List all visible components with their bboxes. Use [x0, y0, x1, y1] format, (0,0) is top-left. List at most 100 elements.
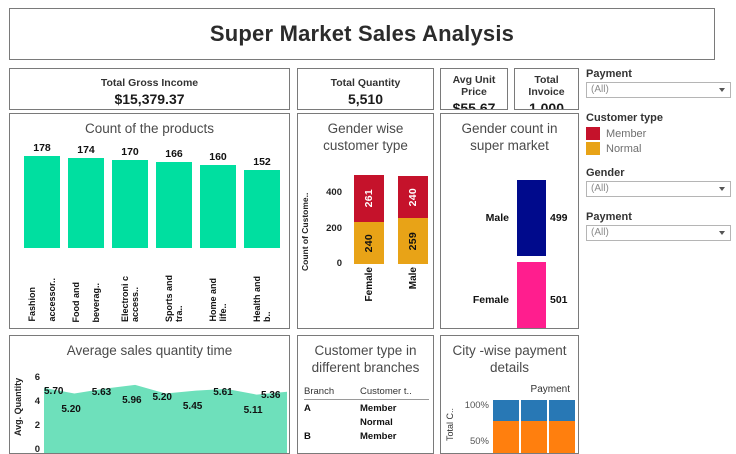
- table-row: A Member: [304, 400, 429, 414]
- area-path: [44, 384, 287, 453]
- category-tick: Fashion accessor..: [22, 248, 62, 322]
- gender-type-plot-area: Count of Custome.. 400 200 0 240 261 Female 25…: [298, 166, 433, 326]
- category-tick: Electroni c access..: [110, 248, 150, 322]
- y-axis-label: Count of Custome..: [300, 192, 310, 272]
- color-swatch-member: [586, 127, 600, 140]
- kpi-label-line2: Price: [461, 86, 487, 98]
- gender-stack-column: 240 261 Female: [354, 172, 384, 301]
- data-point-label: 5.63: [91, 386, 112, 398]
- data-point-label: 5.36: [261, 389, 281, 401]
- page-title: Super Market Sales Analysis: [209, 21, 515, 46]
- product-bar-group: 178 Fashion accessor..: [22, 142, 62, 324]
- chart-title: Customer type in different branches: [311, 343, 420, 375]
- product-bar[interactable]: [244, 170, 280, 248]
- category-label: Fashion accessor..: [27, 278, 57, 322]
- product-bar[interactable]: [156, 162, 192, 248]
- column-header-customer-type: Customer t..: [360, 386, 412, 397]
- product-bar[interactable]: [24, 156, 60, 248]
- chart-city-wise-payment: City -wise payment details Payment Total…: [440, 335, 579, 454]
- color-swatch-normal: [586, 142, 600, 155]
- kpi-label-line1: Avg Unit: [452, 74, 496, 86]
- bar-value-label: 170: [121, 146, 139, 158]
- segment-value-label: 259: [407, 231, 419, 251]
- product-bar[interactable]: [68, 158, 104, 248]
- category-tick: Home and life..: [198, 248, 238, 322]
- y-axis-tick: 0: [336, 258, 342, 269]
- gender-count-row: Female 501: [441, 262, 578, 328]
- gender-count-bar[interactable]: [517, 180, 546, 256]
- filter-value: (All): [591, 227, 609, 238]
- filter-value: (All): [591, 84, 609, 95]
- filter-select-payment-top[interactable]: (All): [586, 82, 731, 98]
- kpi-value: 1,000: [528, 100, 565, 110]
- chart-title: Count of the products: [84, 121, 215, 136]
- bar-value-label: 178: [33, 142, 51, 154]
- product-bar[interactable]: [200, 165, 236, 248]
- chart-title: Average sales quantity time: [66, 343, 233, 358]
- stack-segment-normal[interactable]: 240: [354, 221, 384, 264]
- product-bar-group: 170 Electroni c access..: [110, 146, 150, 324]
- stack-segment-bottom[interactable]: [493, 421, 519, 453]
- kpi-label-line2: Invoice: [528, 86, 565, 98]
- kpi-value: 5,510: [347, 91, 384, 107]
- kpi-value: $15,379.37: [114, 91, 185, 107]
- legend-item-normal[interactable]: Normal: [586, 142, 731, 155]
- cell-customer-type: Member: [360, 403, 397, 414]
- filter-label-payment-bottom: Payment: [586, 211, 632, 223]
- stack-segment-member[interactable]: 240: [398, 175, 428, 219]
- stack-segment-top[interactable]: [493, 400, 519, 422]
- stack-segment-normal[interactable]: 259: [398, 218, 428, 264]
- category-tick: Health and b..: [242, 248, 282, 322]
- gender-name-label: Female: [472, 294, 509, 306]
- kpi-total-gross-income: Total Gross Income $15,379.37: [9, 68, 290, 110]
- filter-select-payment-bottom[interactable]: (All): [586, 225, 731, 241]
- category-label: Sports and tra..: [164, 274, 184, 322]
- stack-segment-top[interactable]: [549, 400, 575, 422]
- chart-title: Gender wise customer type: [323, 121, 408, 153]
- column-header-branch: Branch: [304, 386, 335, 397]
- category-label: Food and beverag..: [71, 281, 101, 323]
- legend-title: Payment: [530, 384, 570, 395]
- product-bar-group: 174 Food and beverag..: [66, 144, 106, 324]
- data-point-label: 5.96: [122, 394, 142, 406]
- chart-count-of-products: Count of the products 178 Fashion accesso…: [9, 113, 290, 329]
- kpi-total-invoice: Total Invoice 1,000: [514, 68, 579, 110]
- category-tick: Food and beverag..: [66, 248, 106, 323]
- kpi-label: Total Quantity: [330, 77, 401, 89]
- filter-label-gender: Gender: [586, 167, 625, 179]
- chart-gender-wise-customer-type: Gender wise customer type Count of Custo…: [297, 113, 434, 329]
- stack-segment-bottom[interactable]: [549, 421, 575, 453]
- filter-value: (All): [591, 183, 609, 194]
- gender-count-bar[interactable]: [517, 262, 546, 328]
- bar-value-label: 174: [77, 144, 95, 156]
- city-stack-column: [549, 400, 575, 453]
- branches-table: Branch Customer t.. A Member Normal B Member: [304, 386, 429, 453]
- gender-count-value: 499: [550, 212, 568, 224]
- y-axis-tick: 50%: [469, 436, 489, 447]
- gender-count-row: Male 499: [441, 180, 578, 256]
- chevron-down-icon: [719, 88, 725, 92]
- category-tick: Male: [398, 264, 428, 325]
- y-axis-tick: 6: [34, 372, 40, 383]
- cell-branch: B: [304, 431, 311, 442]
- stack-segment-top[interactable]: [521, 400, 547, 422]
- product-bar[interactable]: [112, 160, 148, 248]
- data-point-label: 5.61: [213, 386, 233, 398]
- data-point-label: 5.20: [61, 403, 81, 415]
- chart-title: Gender count in super market: [461, 121, 558, 153]
- kpi-value: $55.67: [452, 100, 496, 110]
- stack-segment-member[interactable]: 261: [354, 175, 384, 222]
- city-stack-column: [493, 400, 519, 453]
- filter-select-gender[interactable]: (All): [586, 181, 731, 197]
- product-bar-group: 152 Health and b..: [242, 150, 282, 324]
- legend-item-member[interactable]: Member: [586, 127, 731, 140]
- data-point-label: 5.70: [44, 385, 64, 397]
- products-plot-area: 178 Fashion accessor.. 174 Food and beverag…: [22, 142, 282, 324]
- legend-title-customer-type: Customer type: [586, 112, 664, 124]
- city-stack-column: [521, 400, 547, 453]
- data-point-label: 5.45: [182, 400, 203, 412]
- kpi-label: Total Gross Income: [100, 77, 199, 89]
- stack-segment-bottom[interactable]: [521, 421, 547, 453]
- y-axis-tick: 4: [34, 396, 40, 407]
- table-header-row: Branch Customer t..: [304, 386, 429, 400]
